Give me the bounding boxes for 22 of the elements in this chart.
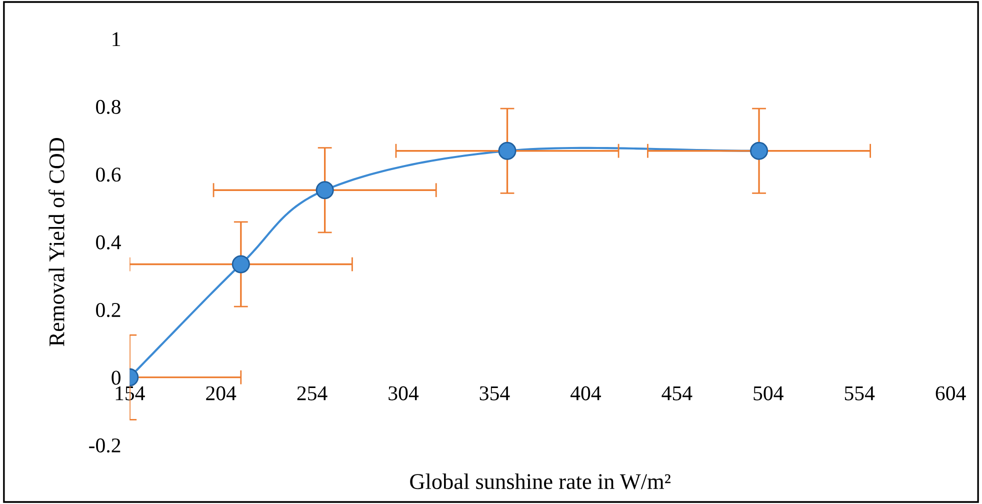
y-tick-label: 0.2 — [96, 303, 120, 318]
x-tick-label: 454 — [662, 386, 692, 400]
point — [232, 255, 250, 274]
x-axis-title: Global sunshine rate in W/m² — [410, 473, 670, 490]
x-tick-label: 254 — [297, 386, 328, 400]
y-tick-label: -0.2 — [89, 438, 120, 453]
point — [750, 142, 768, 160]
x-tick-label: 404 — [570, 386, 602, 400]
x-tick-label: 504 — [754, 386, 784, 400]
point — [498, 142, 516, 160]
y-tick-label: 0.4 — [96, 235, 121, 250]
x-tick-label: 604 — [936, 386, 966, 400]
y-tick-label: 0.8 — [96, 100, 120, 114]
x-tick-label: 354 — [480, 386, 510, 400]
x-tick-label: 554 — [844, 386, 875, 400]
y-tick-label: 0 — [112, 370, 120, 385]
y-tick-label: 0.6 — [96, 168, 121, 182]
x-tick-label: 204 — [206, 386, 236, 400]
point — [316, 181, 334, 200]
x-tick-label: 304 — [388, 386, 419, 400]
y-tick-label: 1 — [112, 32, 120, 46]
y-axis-title: Removal Yield of COD — [48, 138, 64, 346]
